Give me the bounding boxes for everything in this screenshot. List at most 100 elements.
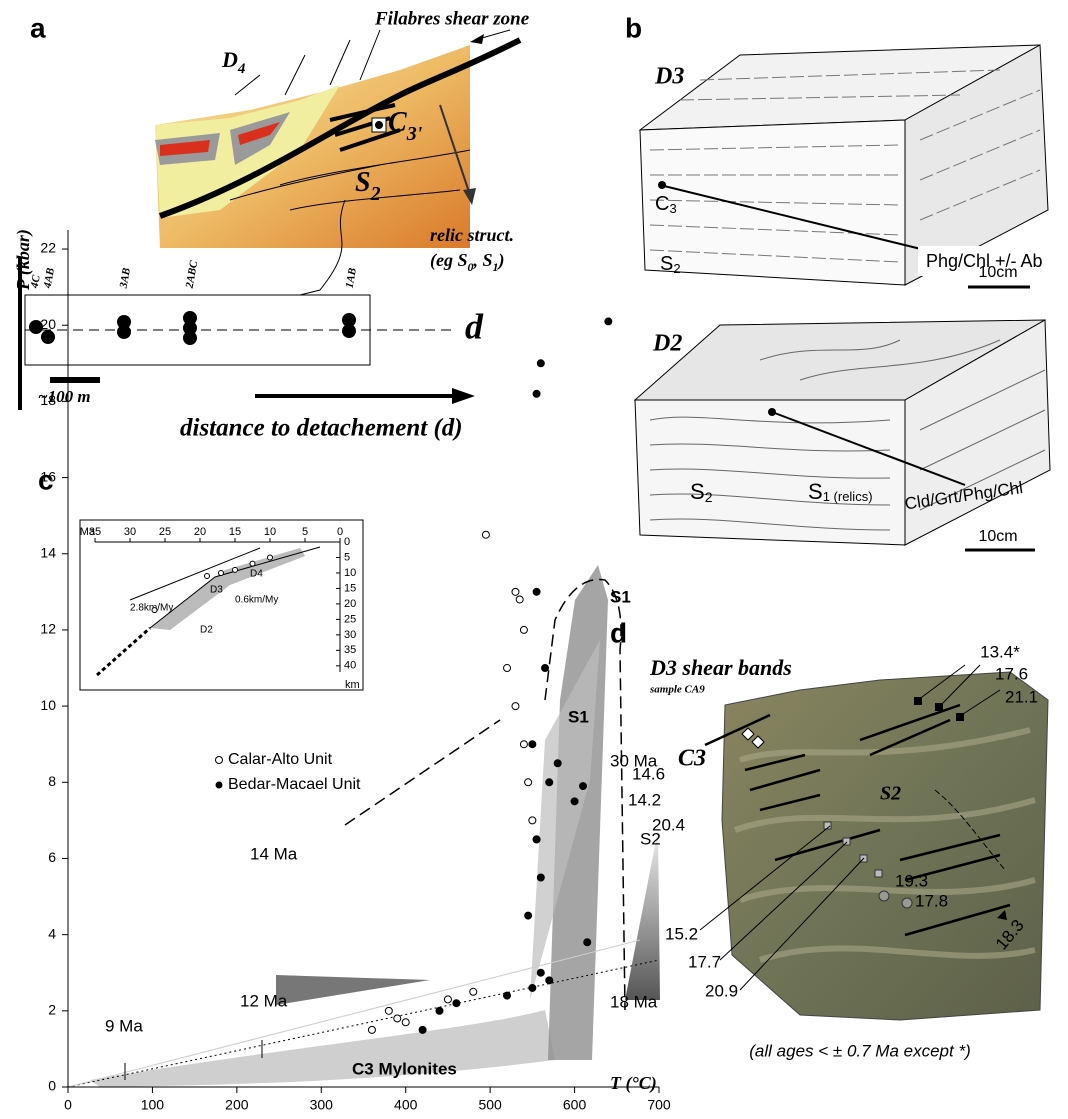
- panel-label: b: [625, 12, 642, 43]
- y-tick-label: 4: [48, 925, 56, 941]
- inset-annotation: 0.6km/My: [235, 595, 278, 606]
- profile-part: [41, 330, 55, 344]
- inset-x-tick-label: 5: [302, 526, 308, 538]
- inset-x-tick-label: 0: [337, 526, 343, 538]
- pt-envelopes-part: [625, 830, 660, 1000]
- rock-sample-part: [843, 838, 850, 845]
- block-title: D2: [652, 331, 682, 357]
- inset-y-tick-label: 25: [344, 613, 356, 625]
- cross-section-part: [470, 34, 484, 44]
- figure: a Filabres shear zone D4 C3' S2 relic st…: [0, 0, 1068, 1119]
- inset-frame: [80, 520, 363, 690]
- profile-part: [117, 325, 131, 339]
- inset-point: [205, 574, 210, 579]
- legend-part: [216, 782, 223, 789]
- x-tick-label: 200: [225, 1097, 249, 1113]
- block-title: D3: [654, 64, 684, 90]
- legend: [216, 757, 223, 789]
- inset-x-tick-label: 10: [264, 526, 276, 538]
- data-point: [470, 988, 477, 995]
- data-point: [512, 703, 519, 710]
- data-point: [394, 1015, 401, 1022]
- y-axis-label: P (kbar): [13, 229, 34, 291]
- c3-label: C3: [678, 746, 706, 772]
- scale-label: 10cm: [978, 264, 1017, 281]
- data-point: [605, 318, 612, 325]
- sample-label: 1AB: [344, 267, 359, 289]
- y-tick-label: 8: [48, 773, 56, 789]
- inset-annotation: D3: [210, 585, 223, 596]
- data-point: [368, 1026, 375, 1033]
- data-point: [546, 977, 553, 984]
- label-sub: 4: [237, 61, 246, 77]
- data-point: [537, 969, 544, 976]
- inset-x-tick-label: 30: [124, 526, 136, 538]
- y-tick-label: 18: [40, 392, 56, 408]
- data-point: [436, 1007, 443, 1014]
- legend-label: Calar-Alto Unit: [228, 751, 333, 768]
- profile-part: [183, 331, 197, 345]
- data-point: [402, 1019, 409, 1026]
- y-tick-label: 20: [40, 316, 56, 332]
- text-part: , S: [473, 250, 493, 270]
- inset-y-label: km: [345, 679, 360, 691]
- inset-point: [250, 561, 255, 566]
- inset-y-tick-label: 30: [344, 629, 356, 641]
- label-main: C: [655, 193, 669, 215]
- age-label: 17.7: [688, 952, 721, 971]
- x-tick-label: 400: [394, 1097, 418, 1113]
- data-point: [385, 1007, 392, 1014]
- data-point: [546, 779, 553, 786]
- data-point: [444, 996, 451, 1003]
- text-part: ): [497, 250, 505, 271]
- y-tick-label: 12: [40, 621, 56, 637]
- profile-part: [452, 388, 475, 404]
- sample-label: 3AB: [117, 267, 132, 290]
- inset-x-tick-label: 35: [89, 526, 101, 538]
- inset-annotation: 2.8km/My: [130, 603, 173, 614]
- annotation: 14 Ma: [250, 844, 298, 863]
- data-point: [542, 665, 549, 672]
- block-d2-part: [768, 408, 776, 416]
- rock-sample: [700, 665, 1048, 1020]
- inset-y-tick-label: 40: [344, 660, 356, 672]
- label-sub: 2: [673, 261, 680, 276]
- inset-point: [268, 555, 273, 560]
- inset-point: [152, 608, 157, 613]
- relic-example: (eg S0, S1): [430, 250, 505, 274]
- block-d3-part: [640, 120, 905, 285]
- x-tick-label: 100: [141, 1097, 165, 1113]
- age-label: 21.1: [1005, 687, 1038, 706]
- inset-y-tick-label: 10: [344, 567, 356, 579]
- block-d2: [635, 320, 1050, 550]
- annotation: 9 Ma: [105, 1016, 143, 1035]
- panel-title: D3 shear bands: [649, 655, 792, 680]
- label-main: D: [221, 47, 238, 72]
- annotation: 12 Ma: [240, 991, 288, 1010]
- data-point: [537, 360, 544, 367]
- pt-envelopes-part: [276, 975, 430, 1005]
- data-point: [584, 939, 591, 946]
- inset-y-tick-label: 20: [344, 598, 356, 610]
- age-label: 20.9: [705, 981, 738, 1000]
- label-main: C: [388, 107, 407, 138]
- data-point: [533, 588, 540, 595]
- data-point: [453, 1000, 460, 1007]
- label-main: S: [660, 253, 673, 275]
- d4-label: D4: [221, 47, 246, 77]
- s2-label: S2: [880, 783, 901, 805]
- label-main: S: [808, 479, 823, 504]
- sample-label: 2ABC: [183, 259, 200, 290]
- data-point: [520, 626, 527, 633]
- x-tick-label: 600: [563, 1097, 587, 1113]
- legend-label: Bedar-Macael Unit: [228, 776, 361, 793]
- data-point: [529, 984, 536, 991]
- data-point: [525, 779, 532, 786]
- inset-annotation: D4: [250, 569, 263, 580]
- y-tick-label: 6: [48, 849, 56, 865]
- distance-axis-label: d: [465, 306, 484, 346]
- x-tick-label: 300: [310, 1097, 334, 1113]
- inset-x-tick-label: 20: [194, 526, 206, 538]
- panel-label: a: [30, 12, 46, 43]
- legend-part: [216, 757, 223, 764]
